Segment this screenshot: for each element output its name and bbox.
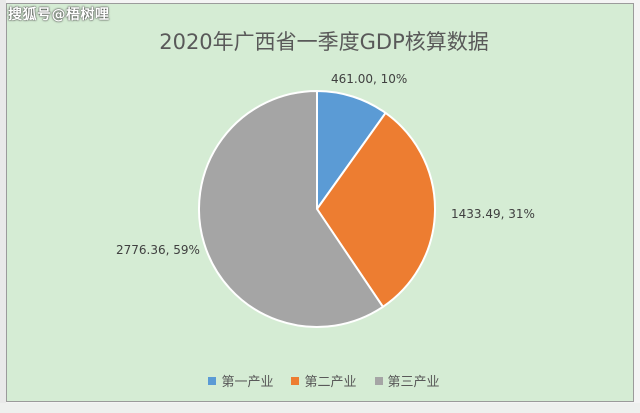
pie-slice-primary[interactable] <box>316 90 387 210</box>
data-label-tertiary: 2776.36, 59% <box>116 243 200 257</box>
chart-title: 2020年广西省一季度GDP核算数据 <box>159 30 489 54</box>
legend-label-primary: 第一产业 <box>221 375 274 390</box>
data-label-secondary: 1433.49, 31% <box>451 207 535 221</box>
watermark-text: 搜狐号@梧树哩 <box>8 7 110 23</box>
sheet-left-edge <box>0 0 6 413</box>
pie-slice-tertiary[interactable] <box>198 90 384 328</box>
legend-swatch-secondary <box>291 376 300 385</box>
legend-swatch-primary <box>208 376 217 385</box>
sheet-bottom-edge <box>0 403 640 413</box>
legend-item-tertiary[interactable]: 第三产业 <box>374 371 440 390</box>
pie-chart[interactable] <box>7 4 635 403</box>
pie-slice-secondary[interactable] <box>316 111 436 308</box>
legend-label-secondary: 第二产业 <box>304 375 357 390</box>
legend-swatch-tertiary <box>374 376 383 385</box>
chart-legend: 第一产业 第二产业 第三产业 <box>7 371 640 390</box>
legend-item-primary[interactable]: 第一产业 <box>208 371 273 390</box>
legend-item-secondary[interactable]: 第二产业 <box>291 371 357 390</box>
data-label-primary: 461.00, 10% <box>331 72 408 86</box>
legend-label-tertiary: 第三产业 <box>387 375 440 390</box>
chart-area[interactable]: 2020年广西省一季度GDP核算数据 461.00, 10% 1433.49, … <box>6 3 634 402</box>
